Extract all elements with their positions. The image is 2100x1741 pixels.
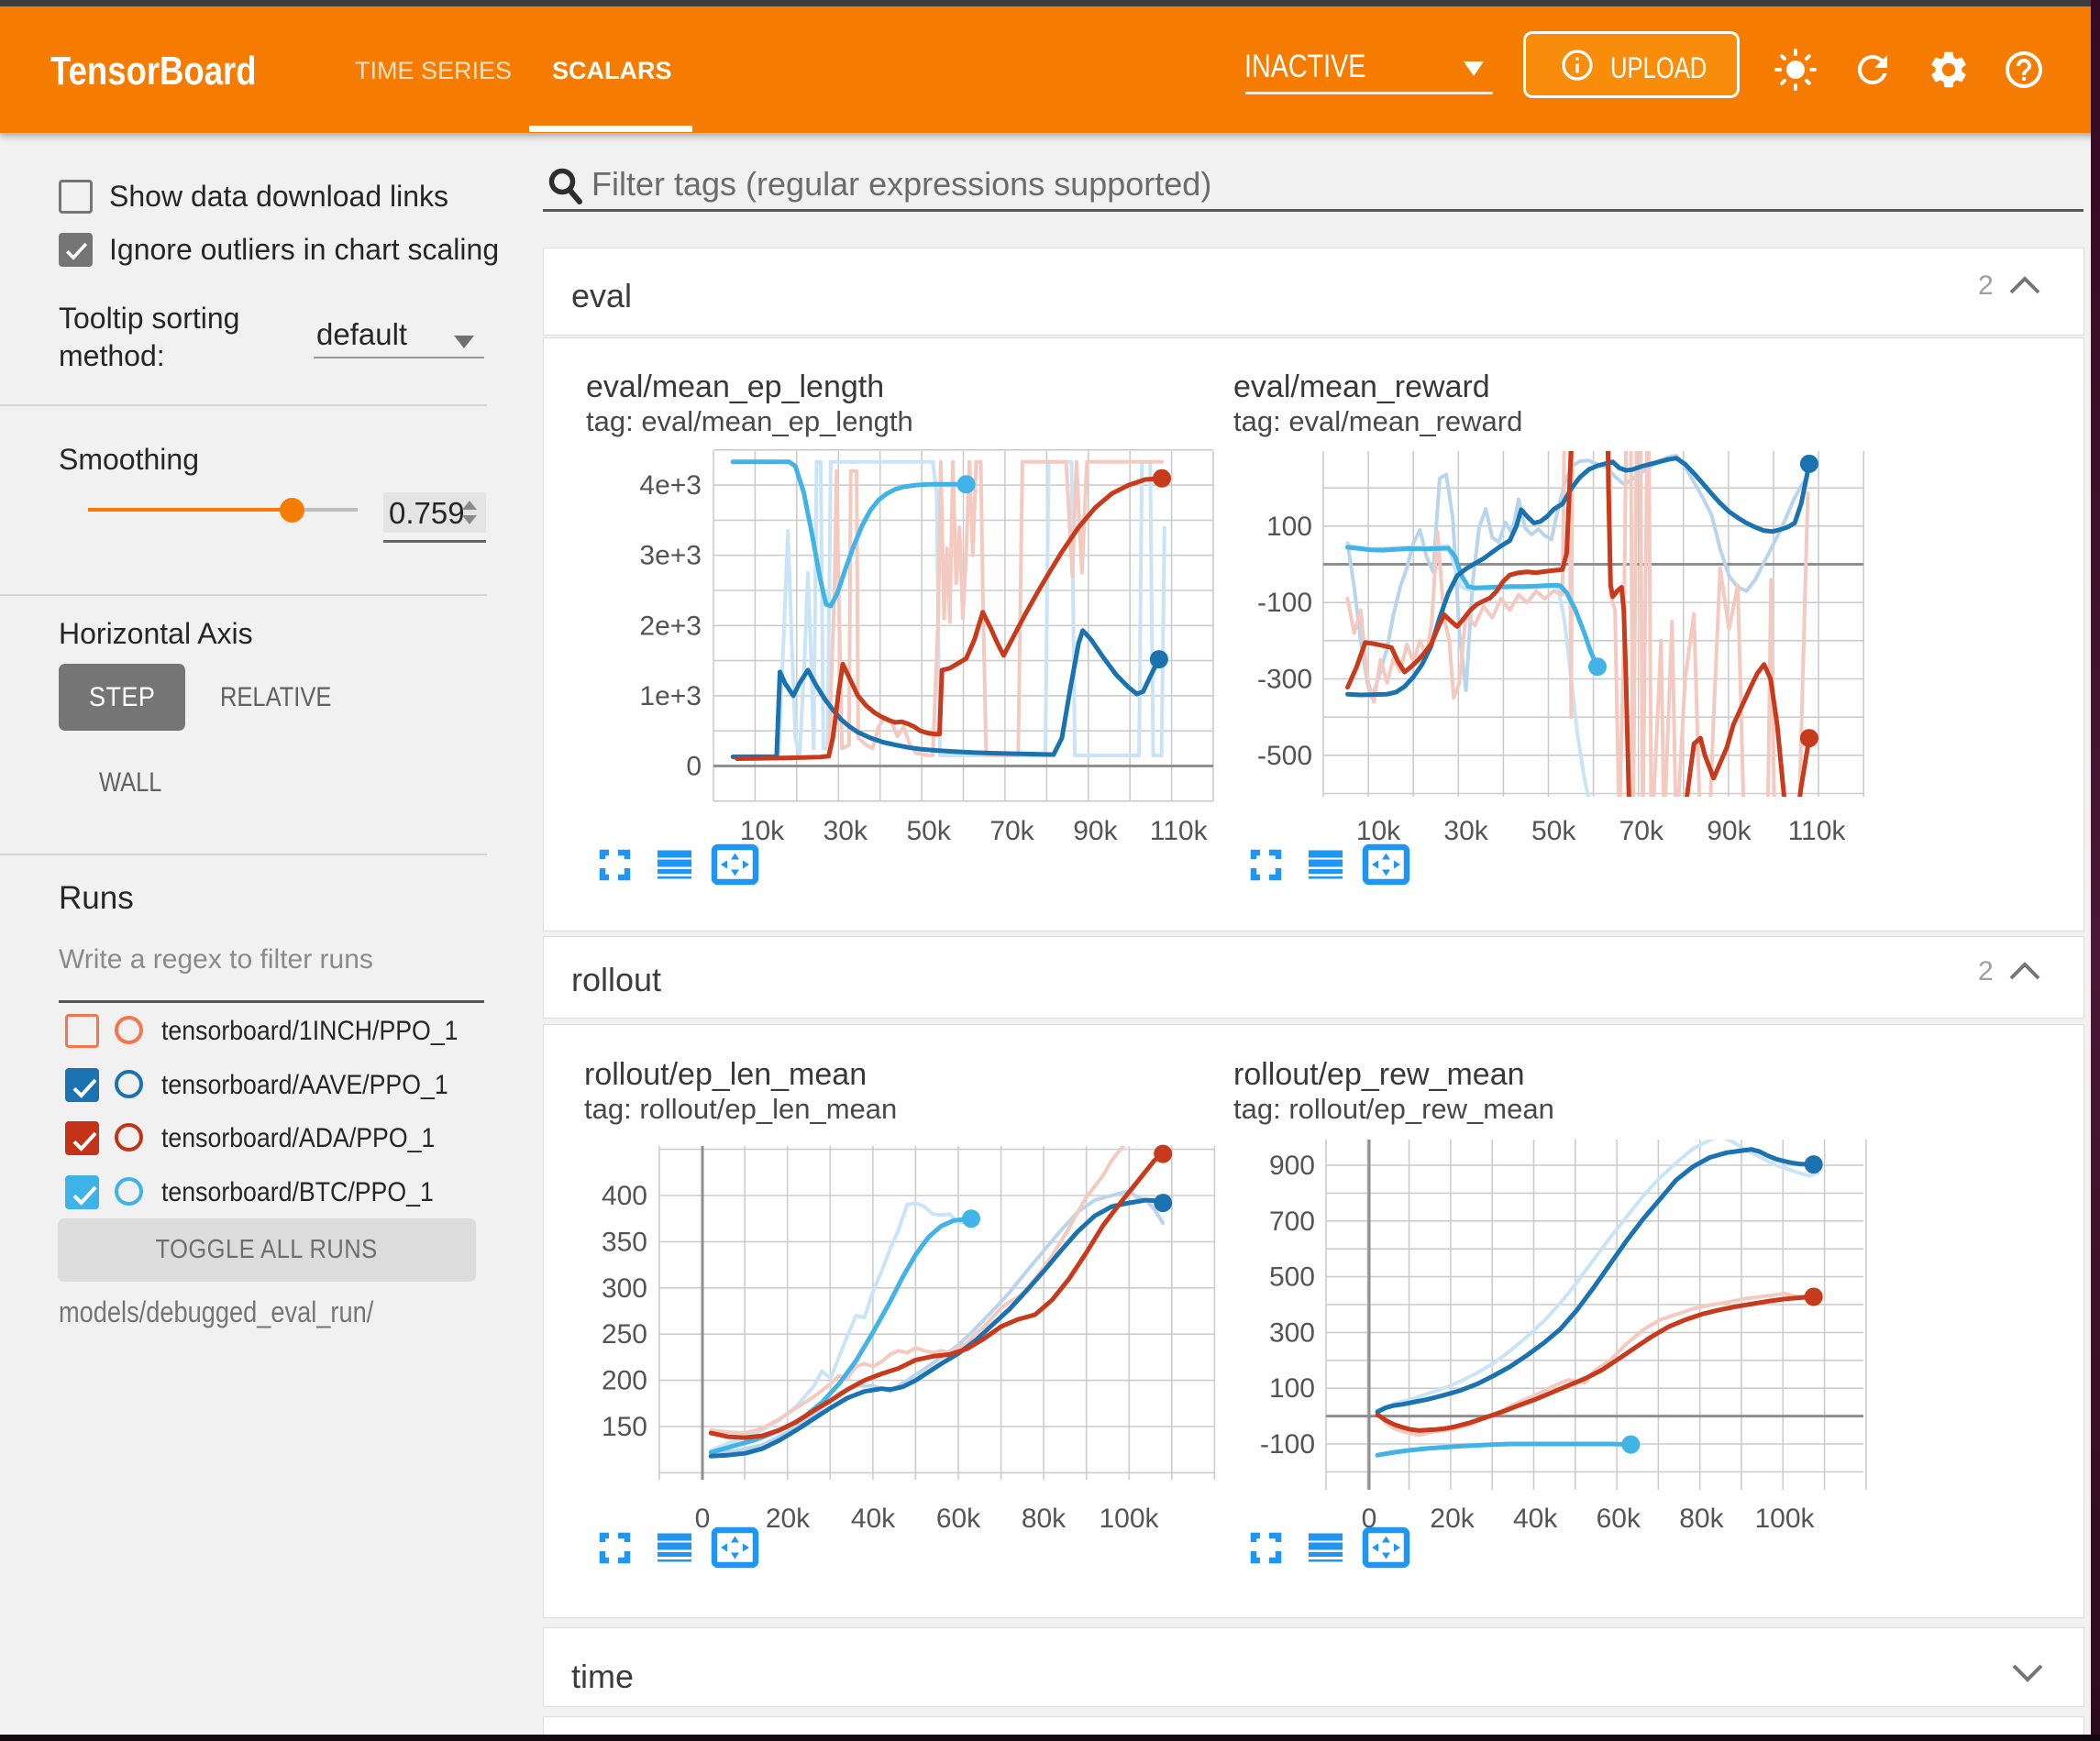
svg-text:500: 500: [1269, 1262, 1315, 1293]
svg-text:300: 300: [1269, 1317, 1315, 1348]
svg-text:60k: 60k: [1597, 1504, 1641, 1534]
svg-text:80k: 80k: [1679, 1504, 1724, 1534]
svg-text:100: 100: [1266, 512, 1312, 542]
svg-text:90k: 90k: [1707, 816, 1752, 846]
svg-text:3e+3: 3e+3: [639, 541, 702, 571]
svg-text:100: 100: [1269, 1373, 1315, 1404]
svg-text:50k: 50k: [1531, 816, 1576, 846]
svg-text:250: 250: [602, 1319, 647, 1350]
svg-text:100k: 100k: [1099, 1504, 1159, 1534]
svg-text:1e+3: 1e+3: [639, 681, 702, 711]
svg-text:2e+3: 2e+3: [639, 611, 702, 641]
svg-text:50k: 50k: [907, 816, 952, 846]
svg-text:150: 150: [602, 1412, 647, 1442]
svg-text:-500: -500: [1257, 741, 1312, 771]
svg-text:10k: 10k: [740, 816, 785, 846]
svg-text:100k: 100k: [1754, 1504, 1815, 1534]
svg-text:110k: 110k: [1788, 816, 1847, 846]
svg-text:400: 400: [602, 1181, 647, 1211]
svg-text:20k: 20k: [1430, 1504, 1475, 1534]
svg-text:90k: 90k: [1073, 816, 1118, 846]
svg-text:40k: 40k: [851, 1504, 896, 1534]
svg-text:0: 0: [1362, 1504, 1377, 1534]
svg-text:0: 0: [695, 1504, 711, 1534]
svg-text:-100: -100: [1257, 588, 1312, 618]
svg-text:-100: -100: [1260, 1429, 1315, 1460]
svg-text:70k: 70k: [989, 816, 1034, 846]
svg-text:300: 300: [602, 1273, 647, 1304]
svg-text:20k: 20k: [766, 1504, 811, 1534]
svg-text:110k: 110k: [1150, 816, 1209, 846]
svg-text:30k: 30k: [823, 816, 868, 846]
svg-text:80k: 80k: [1022, 1504, 1067, 1534]
svg-text:60k: 60k: [936, 1504, 981, 1534]
svg-text:200: 200: [602, 1366, 647, 1396]
svg-text:40k: 40k: [1513, 1504, 1558, 1534]
svg-text:30k: 30k: [1443, 816, 1488, 846]
svg-text:10k: 10k: [1356, 816, 1401, 846]
svg-text:-300: -300: [1257, 665, 1312, 695]
svg-text:700: 700: [1269, 1207, 1315, 1237]
svg-text:70k: 70k: [1619, 816, 1664, 846]
svg-text:4e+3: 4e+3: [639, 470, 702, 501]
svg-text:900: 900: [1269, 1151, 1315, 1181]
svg-text:0: 0: [686, 752, 702, 782]
svg-text:350: 350: [602, 1227, 647, 1257]
